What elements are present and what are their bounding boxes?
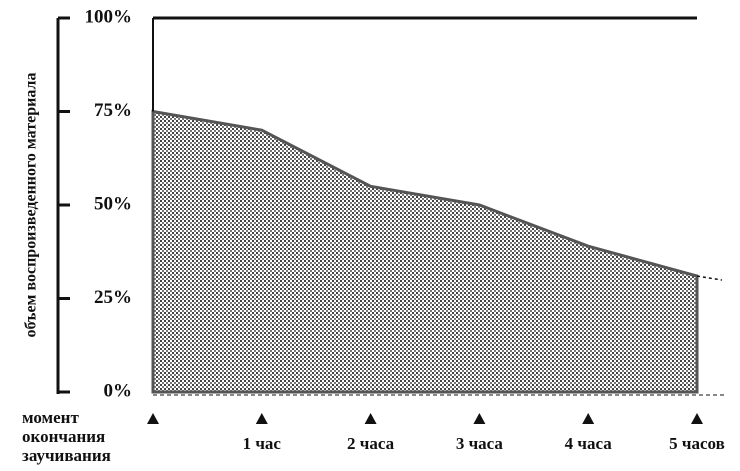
x-tick-label: 1 час xyxy=(242,434,281,453)
y-tick-label: 0% xyxy=(104,380,133,401)
y-tick-label: 25% xyxy=(94,287,132,308)
marker-triangle xyxy=(364,413,377,424)
area xyxy=(151,109,699,394)
y-tick-label: 100% xyxy=(85,6,133,27)
x-tick-label: 2 часа xyxy=(347,434,395,453)
trend-extension xyxy=(696,275,723,281)
y-axis-label: объем воспроизведенного материала xyxy=(23,73,40,338)
y-tick-label: 50% xyxy=(94,193,132,214)
x-tick-label: момент окончания заучивания xyxy=(22,408,111,465)
x-tick-label: 3 часа xyxy=(455,434,503,453)
x-tick-label: 5 часов xyxy=(669,434,725,453)
marker-triangle xyxy=(255,413,268,424)
marker-triangle xyxy=(147,413,159,424)
x-tick-label: 4 часа xyxy=(564,434,612,453)
marker-triangle xyxy=(473,413,486,424)
y-tick-label: 75% xyxy=(94,100,132,121)
marker-triangle xyxy=(582,413,595,424)
marker-triangle xyxy=(691,413,703,424)
